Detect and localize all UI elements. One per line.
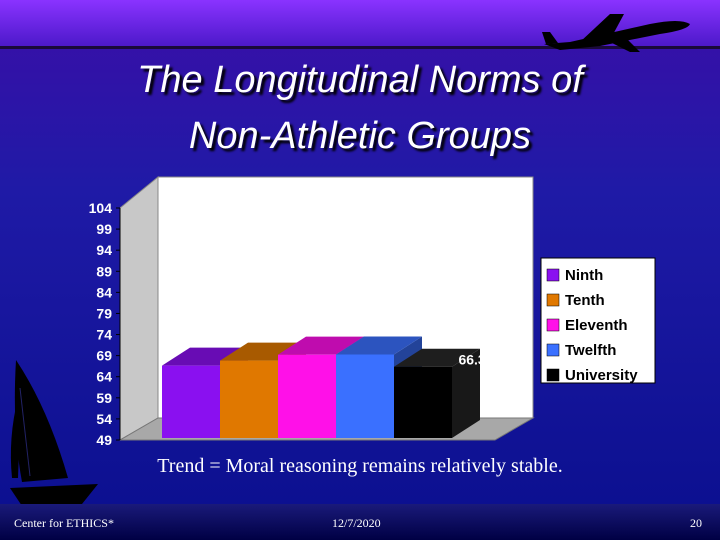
bar-front <box>336 354 394 438</box>
y-tick-label: 79 <box>96 305 112 321</box>
bar-front <box>220 360 278 438</box>
footer-date: 12/7/2020 <box>332 516 381 530</box>
header-divider <box>0 46 720 49</box>
footer-organization: Center for ETHICS* <box>14 516 114 530</box>
legend-swatch-twelfth <box>546 343 560 357</box>
bar-front <box>394 366 452 438</box>
bar-top <box>278 336 364 355</box>
legend-label-tenth: Tenth <box>565 292 605 309</box>
legend-swatch-eleventh <box>546 318 560 332</box>
bar-side <box>452 348 480 438</box>
y-tick-label: 64 <box>96 369 112 385</box>
y-tick-label: 69 <box>96 348 112 364</box>
y-tick-label: 54 <box>96 411 112 427</box>
chart-side-wall <box>119 175 159 441</box>
y-tick-label: 84 <box>96 284 112 300</box>
y-tick-label: 94 <box>96 242 112 258</box>
legend-box <box>540 257 656 384</box>
data-label-ninth: 66.63 <box>185 331 220 347</box>
footer-band <box>0 504 720 540</box>
bar-top <box>336 336 422 355</box>
legend: Ninth Tenth Eleventh Twelfth University <box>540 257 656 384</box>
legend-swatch-university <box>546 368 560 382</box>
y-axis: 104 99 94 89 84 79 74 69 64 59 54 49 <box>89 200 121 448</box>
y-tick-label: 89 <box>96 263 112 279</box>
legend-label-university: University <box>565 367 638 384</box>
bar-front <box>162 365 220 438</box>
airplane-icon <box>542 14 690 52</box>
legend-label-eleventh: Eleventh <box>565 317 628 334</box>
legend-swatch-ninth <box>546 268 560 282</box>
data-label-eleventh: 69.23 <box>301 320 336 336</box>
y-tick-label: 104 <box>89 200 113 216</box>
caption: Trend = Moral reasoning remains relative… <box>157 455 563 477</box>
y-tick-label: 74 <box>96 327 112 343</box>
data-labels: 66.63 67.83 69.23 69.27 66.37 <box>185 319 493 367</box>
data-label-tenth: 67.83 <box>243 326 278 342</box>
legend-label-twelfth: Twelfth <box>565 342 616 359</box>
legend-swatch-tenth <box>546 293 560 307</box>
title-line-1: The Longitudinal Norms of <box>137 59 583 101</box>
footer-page-number: 20 <box>690 516 702 530</box>
y-tick-label: 59 <box>96 390 112 406</box>
y-tick-label: 99 <box>96 221 112 237</box>
data-label-university: 66.37 <box>458 352 493 368</box>
bar-university <box>394 348 480 438</box>
slide-title: The Longitudinal Norms of Non-Athletic G… <box>60 52 660 164</box>
title-line-2: Non-Athletic Groups <box>188 115 532 157</box>
bar-top <box>394 348 480 367</box>
bar-front <box>278 354 336 438</box>
data-label-twelfth: 69.27 <box>359 319 394 335</box>
bars <box>162 336 480 438</box>
legend-label-ninth: Ninth <box>565 267 603 284</box>
y-tick-label: 49 <box>96 432 112 448</box>
sailboat-icon <box>10 360 98 506</box>
